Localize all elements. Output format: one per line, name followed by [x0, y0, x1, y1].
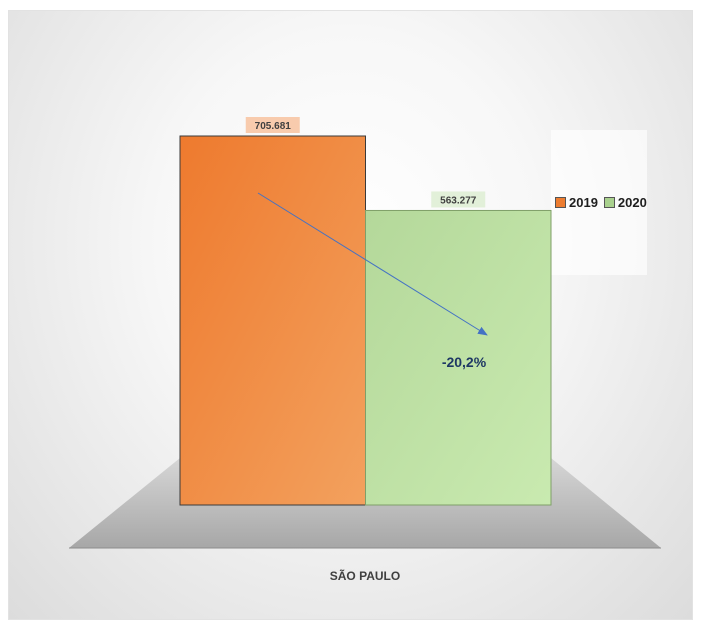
data-label-bg-2020: [431, 191, 486, 208]
legend-item-2020: 2020: [603, 195, 647, 210]
legend: 2019 2020: [555, 195, 649, 210]
trend-arrow: [257, 192, 488, 336]
legend-label-2020: 2020: [617, 195, 647, 210]
change-annotation: -20,2%: [442, 354, 487, 370]
legend-item-2019: 2019: [555, 195, 598, 210]
data-label-2019: 705.681: [255, 121, 292, 132]
legend-label-2019: 2019: [569, 195, 598, 210]
backdrop-panel: [551, 130, 647, 275]
data-label-bg-2019: [245, 117, 300, 133]
legend-swatch-2020: [603, 197, 615, 208]
bar-2019: [179, 135, 366, 506]
legend-swatch-2019: [555, 197, 566, 208]
x-axis-label: SÃO PAULO: [330, 568, 400, 583]
data-label-2020: 563.277: [440, 195, 477, 206]
bar-2020: [365, 209, 552, 506]
